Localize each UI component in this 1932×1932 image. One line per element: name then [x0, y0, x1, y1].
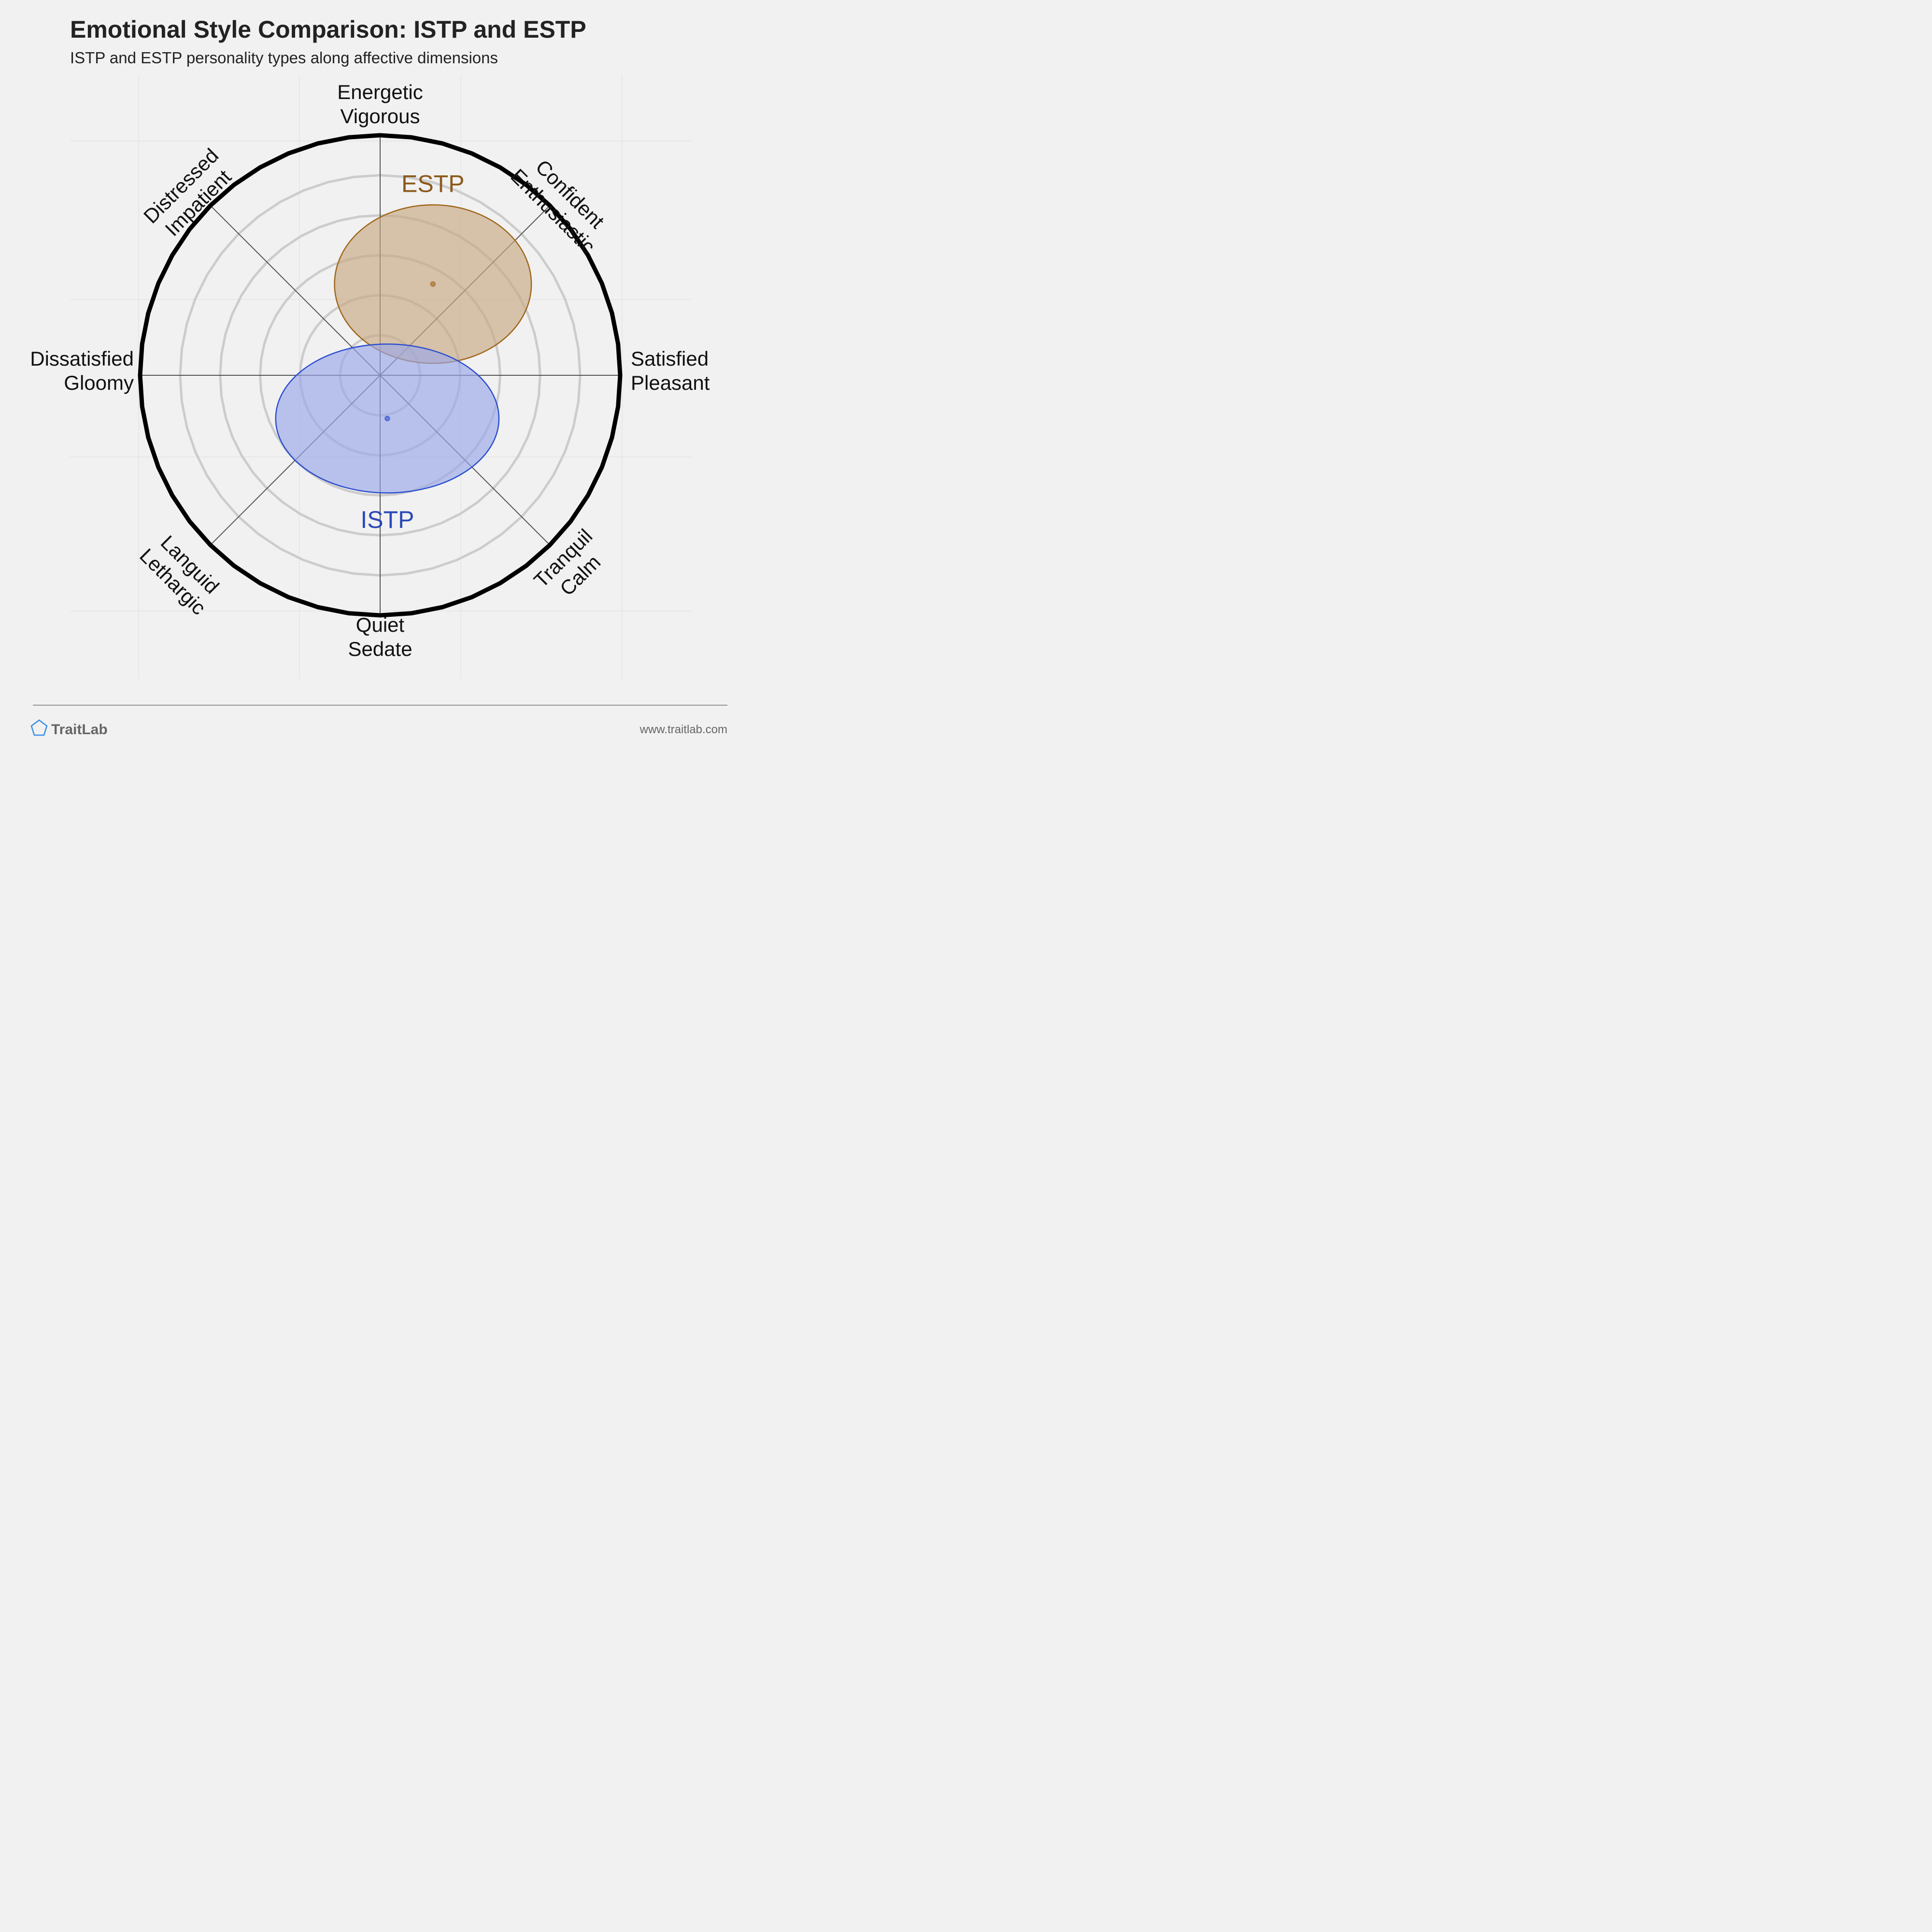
estp-center-dot [430, 281, 436, 287]
axis-label-satisfied-line-0: Satisfied [631, 347, 709, 370]
axis-label-satisfied: Satisfied Pleasant [631, 347, 710, 394]
axis-label-dissatisfied-line-1: Gloomy [64, 371, 134, 394]
axis-label-energetic-line-1: Vigorous [340, 105, 420, 128]
chart-canvas: Emotional Style Comparison: ISTP and EST… [0, 0, 757, 757]
axis-label-quiet: Quiet Sedate [348, 613, 412, 660]
chart-subtitle: ISTP and ESTP personality types along af… [70, 49, 498, 67]
axis-label-quiet-line-0: Quiet [356, 613, 405, 636]
chart-title: Emotional Style Comparison: ISTP and EST… [70, 16, 586, 43]
axis-labels: Energetic VigorousConfidentEnthusiasticSa… [30, 81, 710, 660]
istp-center-dot [384, 415, 390, 421]
axis-label-dissatisfied-line-0: Dissatisfied [30, 347, 134, 370]
brand-name: TraitLab [51, 722, 108, 738]
site-url: www.traitlab.com [639, 723, 727, 736]
type-ellipses [275, 204, 532, 494]
type-labels: ESTP ISTP [360, 170, 464, 533]
istp-label: ISTP [360, 506, 414, 533]
outer-ring [138, 133, 623, 618]
axis-label-energetic-line-0: Energetic [337, 81, 423, 103]
axis-label-dissatisfied: Dissatisfied Gloomy [30, 347, 134, 394]
axis-label-satisfied-line-1: Pleasant [631, 371, 710, 394]
footer-brand: TraitLab [30, 719, 108, 738]
outer-ring-polygon [138, 133, 623, 618]
axis-label-energetic: Energetic Vigorous [337, 81, 423, 128]
estp-label: ESTP [401, 170, 465, 197]
axis-label-quiet-line-1: Sedate [348, 638, 412, 660]
pentagon-logo-icon [30, 719, 48, 736]
